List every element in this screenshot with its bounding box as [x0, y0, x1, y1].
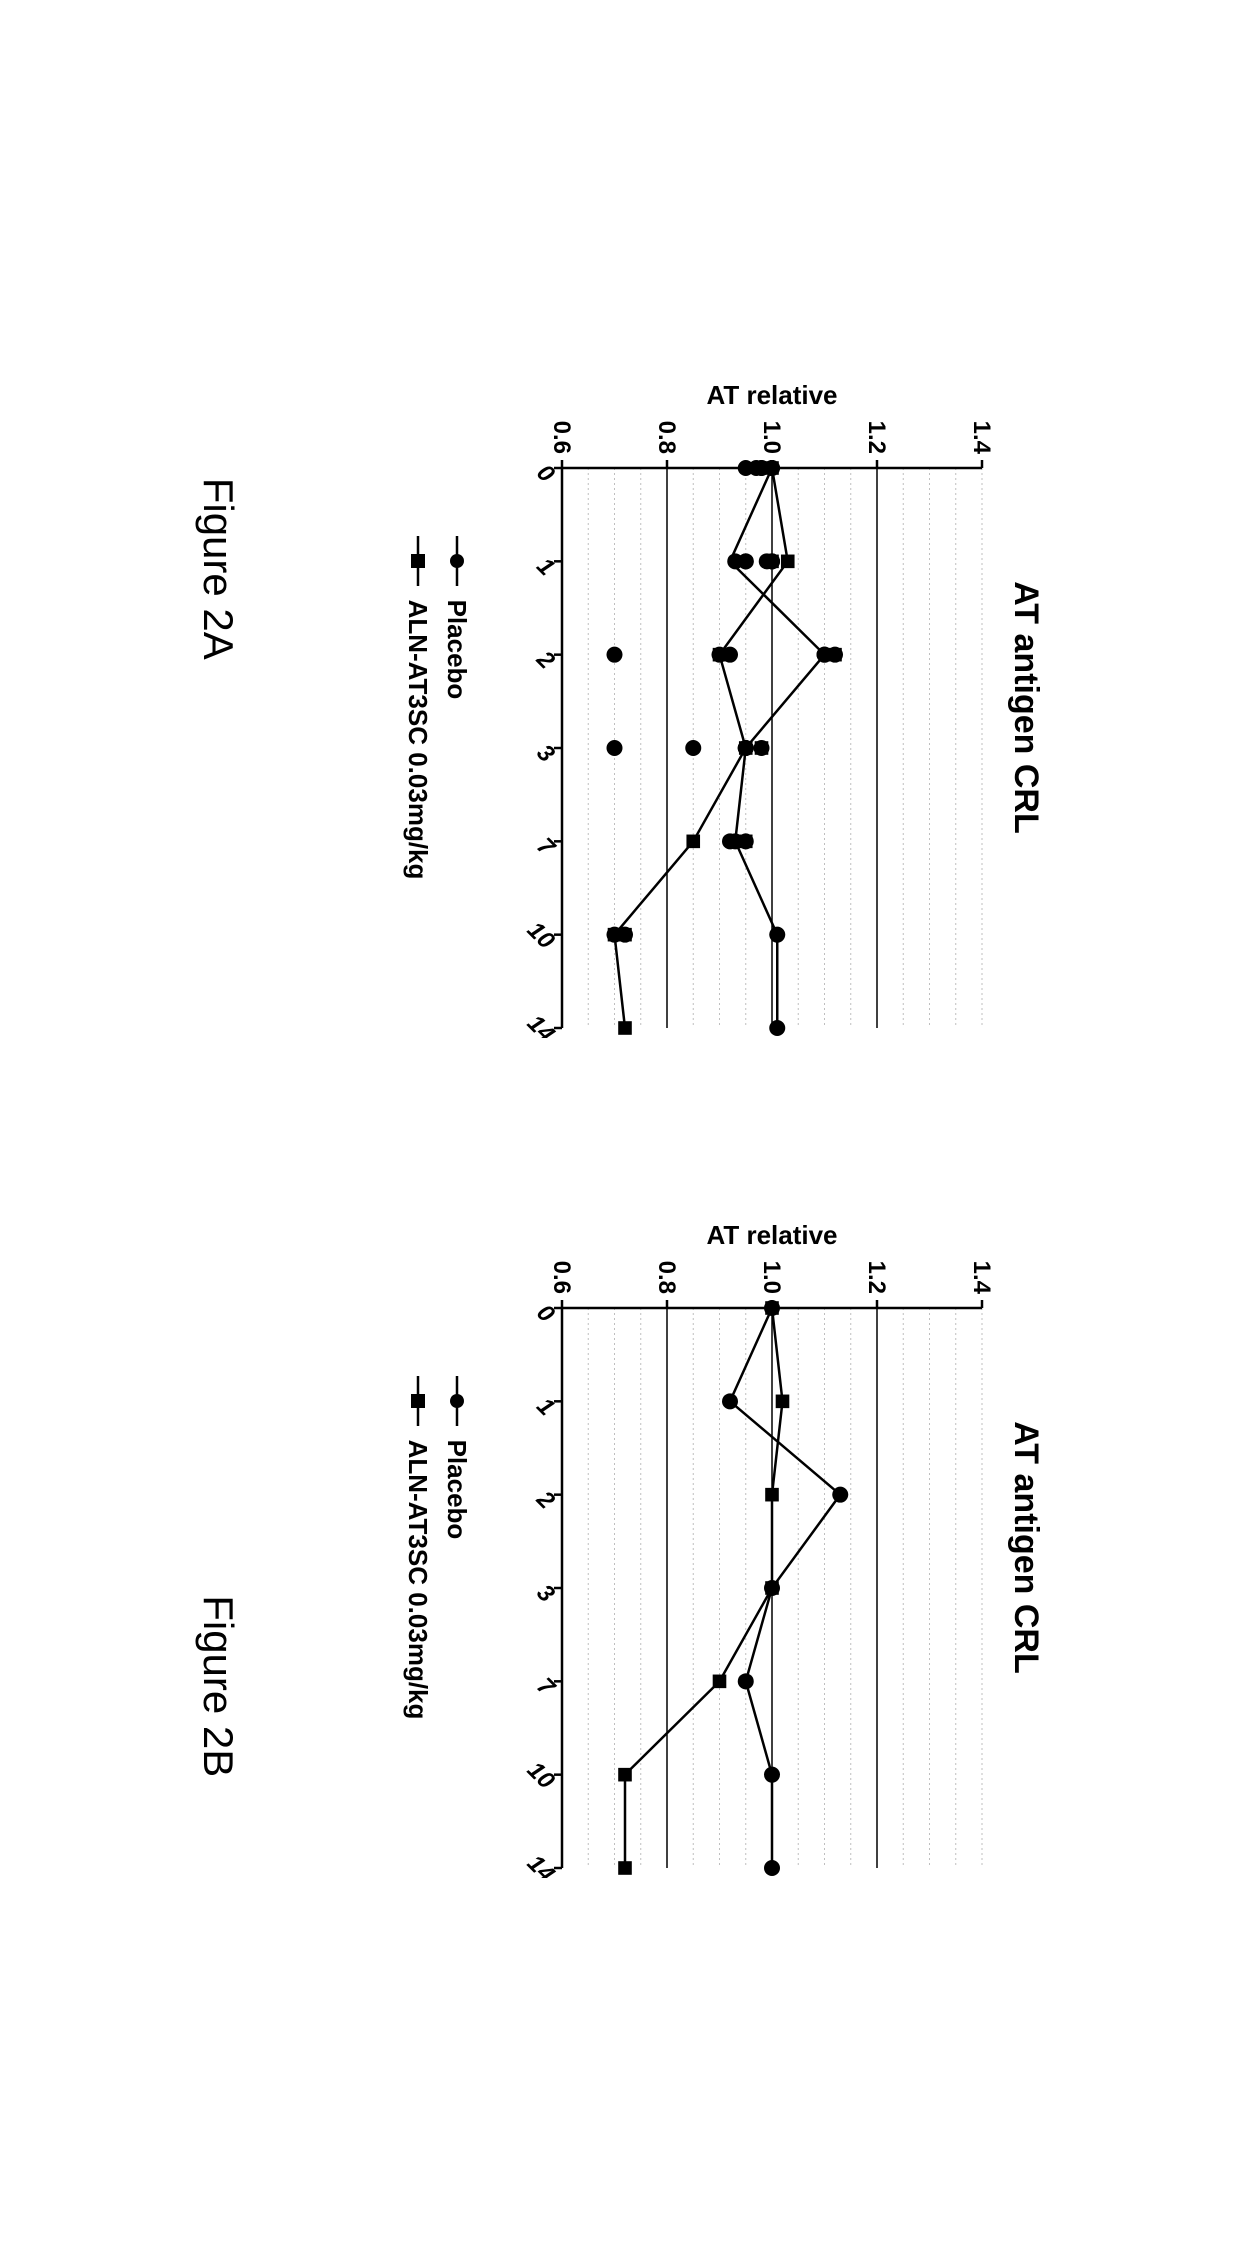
circle-icon [447, 536, 467, 586]
captions-row: Figure 2A Figure 2B [195, 100, 243, 2155]
legend-b: Placebo ALN-AT3SC 0.03mg/kg [403, 1376, 473, 1720]
legend-row-placebo-a: Placebo [442, 536, 473, 880]
svg-text:2: 2 [531, 1485, 561, 1515]
svg-text:1: 1 [532, 1392, 561, 1421]
svg-text:7: 7 [532, 832, 562, 862]
chart-title-a: AT antigen CRL [1007, 581, 1046, 833]
legend-a: Placebo ALN-AT3SC 0.03mg/kg [403, 536, 473, 880]
legend-label: Placebo [442, 600, 473, 700]
svg-text:1: 1 [532, 552, 561, 581]
svg-text:1.0: 1.0 [759, 1260, 786, 1293]
page-container: AT antigen CRL 0.60.81.01.21.4012371014A… [0, 0, 1240, 2255]
svg-text:0: 0 [532, 459, 561, 488]
legend-row-drug-a: ALN-AT3SC 0.03mg/kg [403, 536, 434, 880]
svg-text:14: 14 [522, 1009, 560, 1037]
svg-text:14: 14 [522, 1849, 560, 1877]
svg-text:0.6: 0.6 [549, 420, 576, 453]
svg-text:1.0: 1.0 [759, 420, 786, 453]
circle-icon [447, 1376, 467, 1426]
svg-text:1.4: 1.4 [969, 420, 993, 454]
svg-text:0.8: 0.8 [654, 420, 681, 453]
svg-text:AT relative: AT relative [707, 1220, 838, 1250]
square-icon [408, 1376, 428, 1426]
caption-fig2b: Figure 2B [195, 1218, 243, 2156]
svg-text:1.2: 1.2 [864, 420, 891, 453]
charts-row: AT antigen CRL 0.60.81.01.21.4012371014A… [403, 100, 1046, 2155]
legend-row-placebo-b: Placebo [442, 1376, 473, 1720]
legend-label: ALN-AT3SC 0.03mg/kg [403, 1440, 434, 1720]
svg-text:0.6: 0.6 [549, 1260, 576, 1293]
chart-block-fig2b: AT antigen CRL 0.6 0.8 1.0 1.2 1.4 0 1 2 3 7 10 14 A… [403, 1218, 1046, 1878]
legend-label: ALN-AT3SC 0.03mg/kg [403, 600, 434, 880]
chart-svg-b: 0.6 0.8 1.0 1.2 1.4 0 1 2 3 7 10 14 AT relative [493, 1218, 993, 1878]
svg-text:7: 7 [532, 1672, 562, 1702]
square-icon [408, 536, 428, 586]
svg-text:0.8: 0.8 [654, 1260, 681, 1293]
caption-fig2a: Figure 2A [195, 100, 243, 1038]
svg-text:3: 3 [532, 1579, 561, 1608]
svg-text:10: 10 [522, 916, 560, 954]
legend-row-drug-b: ALN-AT3SC 0.03mg/kg [403, 1376, 434, 1720]
chart-svg-a: 0.6 0.8 1.0 1.2 1.4 0 1 2 3 7 10 14 AT relative [493, 378, 993, 1038]
svg-text:10: 10 [522, 1756, 560, 1794]
svg-text:0: 0 [532, 1299, 561, 1328]
chart-title-b: AT antigen CRL [1007, 1421, 1046, 1673]
svg-text:1.2: 1.2 [864, 1260, 891, 1293]
svg-text:1.4: 1.4 [969, 1260, 993, 1294]
legend-label: Placebo [442, 1440, 473, 1540]
chart-block-fig2a: AT antigen CRL 0.6 0.8 1.0 1.2 1.4 0 1 2 3 7 10 14 A… [403, 378, 1046, 1038]
svg-text:2: 2 [531, 645, 561, 675]
svg-text:3: 3 [532, 739, 561, 768]
svg-text:AT relative: AT relative [707, 380, 838, 410]
